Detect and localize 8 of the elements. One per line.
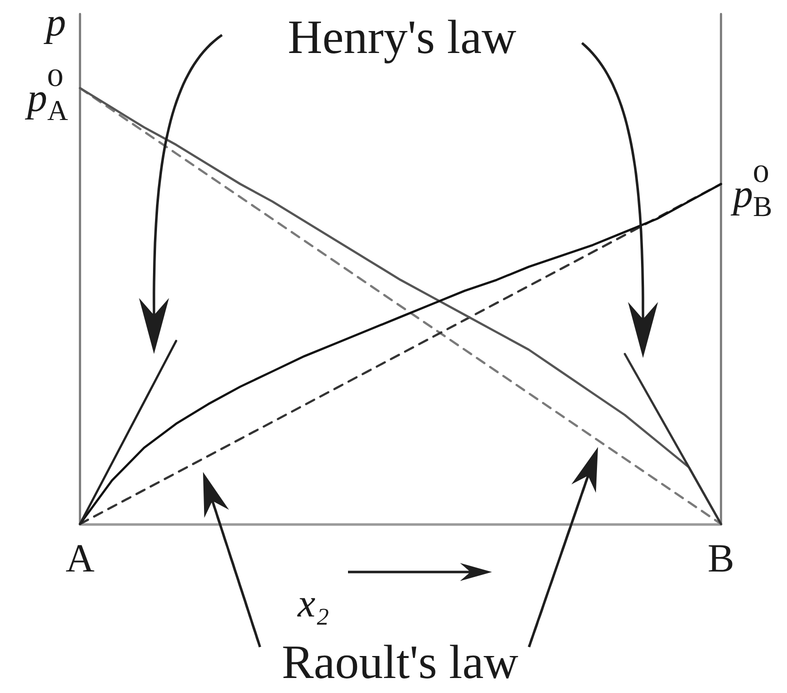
text: Raoult's law	[282, 636, 519, 689]
annotation: p$_{A}$⁰	[24, 63, 68, 127]
annotation: p$_{B}$⁰	[730, 159, 772, 223]
x-tick-label: A	[66, 536, 95, 580]
x-axis-title: x₂	[296, 580, 330, 626]
text: Henry's law	[288, 11, 517, 64]
y-axis-title: p	[43, 0, 66, 44]
x-tick-label: B	[708, 536, 734, 580]
